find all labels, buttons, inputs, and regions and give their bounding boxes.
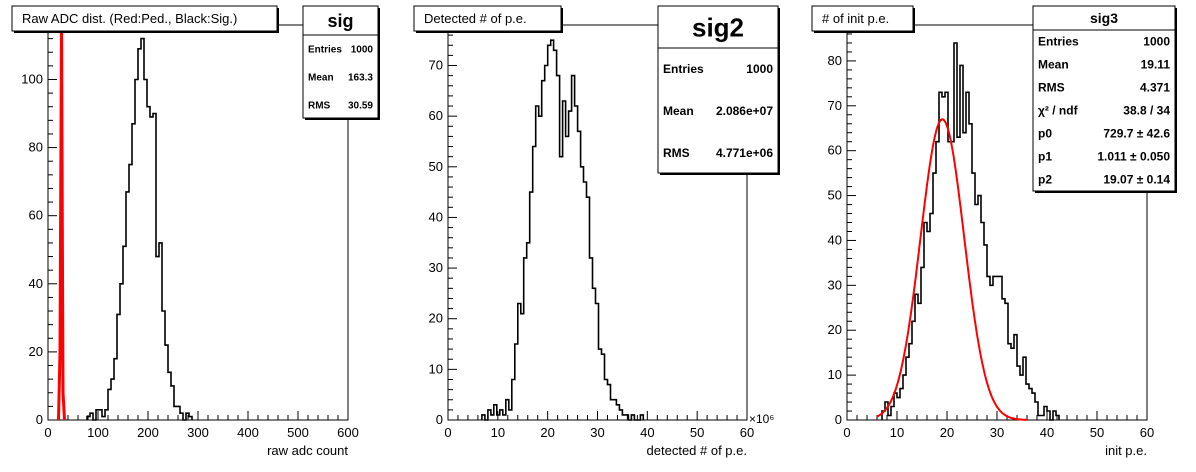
x-tick-label: 500 (287, 425, 309, 440)
stats-label: Entries (1038, 35, 1079, 49)
stats-value: 1000 (1143, 35, 1170, 49)
stats-value: 38.8 / 34 (1123, 104, 1170, 118)
stats-value: 30.59 (348, 101, 373, 112)
x-tick-label: 40 (640, 425, 654, 440)
stats-value: 729.7 ± 42.6 (1103, 127, 1170, 141)
stats-box (302, 5, 379, 119)
x-tick-label: 20 (940, 425, 954, 440)
x-tick-label: 10 (890, 425, 904, 440)
x-axis-label: raw adc count (267, 443, 348, 458)
y-tick-label: 40 (29, 276, 43, 291)
stats-title: sig3 (1090, 10, 1118, 26)
stats-label: p1 (1038, 150, 1052, 164)
stats-label: RMS (663, 146, 690, 160)
y-tick-label: 50 (828, 188, 842, 203)
stats-value: 163.3 (348, 73, 373, 84)
stats-title: sig (327, 11, 353, 31)
stats-title: sig2 (692, 12, 744, 42)
stats-label: Mean (308, 73, 334, 84)
chart-title: # of init p.e. (822, 11, 889, 26)
histogram-bars (481, 39, 645, 421)
chart-pad-sig: 0 100 200 300 400 500 600 0 20 40 60 80 100 raw adc c… (11, 5, 380, 458)
y-tick-label: 0 (436, 412, 443, 427)
stats-label: RMS (1038, 81, 1065, 95)
chart-title: Detected # of p.e. (424, 11, 527, 26)
stats-value: 4.771e+06 (716, 146, 773, 160)
y-tick-label: 0 (835, 412, 842, 427)
y-tick-label: 0 (36, 412, 43, 427)
x-tick-label: 300 (187, 425, 209, 440)
y-tick-label: 20 (429, 311, 443, 326)
x-axis-label: init p.e. (1105, 443, 1147, 458)
stats-value: 1000 (746, 62, 773, 76)
x-tick-label: 100 (87, 425, 109, 440)
y-tick-label: 60 (828, 143, 842, 158)
chart-pad-sig3: 0 10 20 30 40 50 60 0 10 20 30 40 50 60 70 80 init p.e. #… (811, 5, 1177, 458)
chart-pad-sig2: 0 10 20 30 40 50 60 0 10 20 30 40 50 60 70 detected # o… (413, 5, 780, 458)
stats-label: χ² / ndf (1038, 104, 1079, 118)
stats-value: 4.371 (1140, 81, 1170, 95)
x-tick-label: 50 (1090, 425, 1104, 440)
y-tick-label: 50 (429, 159, 443, 174)
y-tick-label: 80 (29, 140, 43, 155)
y-tick-label: 80 (828, 53, 842, 68)
stats-value: 19.07 ± 0.14 (1103, 173, 1170, 187)
y-tick-label: 40 (828, 232, 842, 247)
chart-title: Raw ADC dist. (Red:Ped., Black:Sig.) (22, 11, 237, 26)
stats-label: p2 (1038, 173, 1052, 187)
x-tick-label: 200 (137, 425, 159, 440)
x-tick-label: 60 (740, 425, 754, 440)
y-tick-label: 60 (429, 108, 443, 123)
x-tick-label: 40 (1040, 425, 1054, 440)
stats-value: 2.086e+07 (716, 104, 773, 118)
stats-box (657, 5, 779, 174)
y-tick-label: 20 (828, 322, 842, 337)
y-tick-label: 40 (429, 209, 443, 224)
stats-value: 19.11 (1141, 58, 1171, 72)
stats-box (1032, 5, 1176, 192)
stats-label: Mean (663, 104, 694, 118)
x-axis-multiplier: ×10⁶ (749, 412, 774, 426)
y-tick-label: 70 (828, 98, 842, 113)
x-tick-label: 0 (843, 425, 850, 440)
x-tick-label: 30 (590, 425, 604, 440)
x-tick-label: 20 (540, 425, 554, 440)
x-tick-label: 50 (690, 425, 704, 440)
x-tick-label: 0 (44, 425, 51, 440)
y-tick-label: 10 (429, 361, 443, 376)
y-tick-label: 70 (429, 58, 443, 73)
title-box (811, 5, 914, 32)
y-tick-label: 10 (828, 367, 842, 382)
y-tick-label: 30 (828, 277, 842, 292)
x-tick-label: 400 (237, 425, 259, 440)
stats-value: 1000 (351, 45, 374, 56)
y-tick-label: 100 (21, 71, 43, 86)
stats-label: Entries (663, 62, 704, 76)
x-tick-label: 30 (990, 425, 1004, 440)
y-tick-label: 60 (29, 208, 43, 223)
title-box (11, 5, 278, 32)
x-tick-label: 0 (444, 425, 451, 440)
stats-label: Mean (1038, 58, 1069, 72)
x-tick-label: 10 (491, 425, 505, 440)
x-tick-label: 600 (337, 425, 359, 440)
y-tick-label: 30 (429, 260, 443, 275)
stats-label: Entries (308, 45, 342, 56)
histogram-bars (881, 42, 1060, 421)
x-tick-label: 60 (1140, 425, 1154, 440)
y-tick-label: 20 (29, 344, 43, 359)
gaussian-fit-curve (876, 118, 1027, 421)
stats-label: RMS (308, 101, 331, 112)
histogram-bars (86, 37, 193, 421)
x-axis-label: detected # of p.e. (647, 443, 747, 458)
title-box (413, 5, 562, 32)
stats-value: 1.011 ± 0.050 (1097, 150, 1170, 164)
stats-label: p0 (1038, 127, 1052, 141)
